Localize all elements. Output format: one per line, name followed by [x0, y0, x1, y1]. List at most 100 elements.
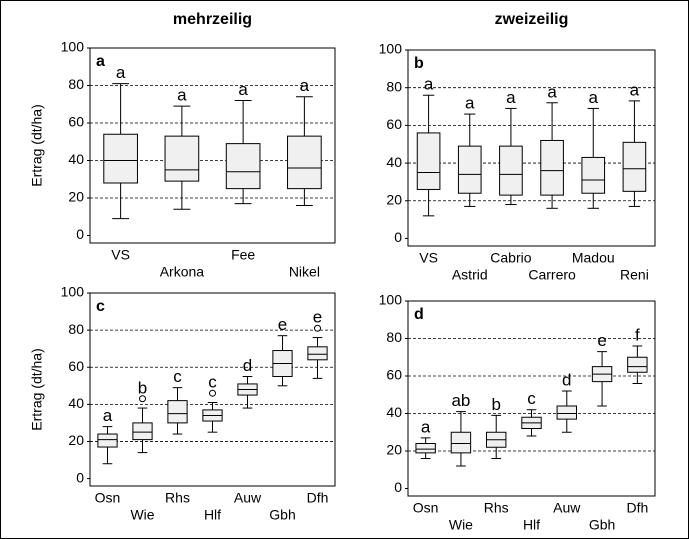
significance-letter: d [562, 370, 571, 389]
significance-letter: a [300, 76, 310, 95]
column-title: zweizeilig [495, 11, 569, 28]
y-tick-label: 80 [386, 78, 402, 94]
panel-label: c [96, 298, 105, 315]
significance-letter: a [465, 94, 475, 113]
y-tick-label: 20 [68, 189, 84, 205]
y-tick-label: 60 [386, 116, 402, 132]
x-tick-label: Hlf [204, 507, 221, 523]
significance-letter: a [589, 88, 599, 107]
significance-letter: a [547, 82, 557, 101]
x-tick-label: Fee [231, 247, 255, 263]
significance-letter: a [177, 86, 187, 105]
x-tick-label: VS [111, 247, 130, 263]
y-tick-label: 80 [386, 329, 402, 345]
significance-letter: c [208, 373, 217, 392]
box [97, 433, 118, 448]
x-tick-label: Gbh [269, 507, 295, 523]
x-tick-label: Astrid [452, 267, 488, 283]
box [167, 400, 188, 424]
significance-letter: a [103, 406, 113, 425]
panel-label: a [96, 53, 105, 70]
y-tick-label: 40 [386, 404, 402, 420]
y-tick-label: 0 [394, 229, 402, 245]
plot-frame [89, 47, 336, 244]
y-axis-label: Ertrag (dt/ha) [29, 104, 45, 186]
x-tick-label: Dfh [626, 500, 648, 516]
panel-label: b [414, 55, 424, 72]
x-tick-label: VS [419, 250, 438, 266]
significance-letter: d [243, 356, 252, 375]
y-tick-label: 100 [61, 284, 85, 300]
panel-label: d [414, 306, 424, 323]
x-tick-label: Reni [620, 267, 649, 283]
significance-letter: a [424, 75, 434, 94]
box [581, 156, 606, 194]
y-tick-label: 40 [68, 151, 84, 167]
x-tick-label: Madou [572, 250, 615, 266]
plot-frame [407, 49, 656, 247]
box [307, 346, 328, 361]
box [499, 145, 523, 196]
plot-frame [89, 292, 336, 487]
y-tick-label: 80 [68, 76, 84, 92]
outlier [209, 389, 216, 397]
x-tick-label: Osn [413, 500, 439, 516]
significance-letter: a [238, 80, 248, 99]
plot-frame [407, 300, 656, 497]
x-tick-label: Nikel [289, 264, 320, 280]
x-tick-label: Cabrio [490, 250, 531, 266]
x-tick-label: Wie [449, 517, 473, 533]
x-tick-label: Rhs [484, 500, 509, 516]
y-tick-label: 60 [386, 367, 402, 383]
box [132, 422, 153, 441]
box [415, 443, 436, 454]
box [540, 139, 564, 196]
box [457, 145, 482, 194]
y-tick-label: 20 [386, 442, 402, 458]
y-tick-label: 40 [386, 154, 402, 170]
significance-letter: e [278, 315, 287, 334]
y-tick-label: 0 [76, 226, 84, 242]
x-tick-label: Auw [553, 500, 581, 516]
significance-letter: b [491, 395, 500, 414]
x-tick-label: Wie [130, 507, 154, 523]
y-tick-label: 100 [61, 39, 85, 55]
box [103, 133, 138, 184]
significance-letter: e [597, 331, 606, 350]
significance-letter: c [527, 389, 536, 408]
y-tick-label: 80 [68, 321, 84, 337]
significance-letter: ab [451, 391, 470, 410]
significance-letter: f [635, 325, 640, 344]
box [225, 143, 261, 190]
box [450, 431, 472, 454]
x-tick-label: Osn [95, 490, 121, 506]
y-tick-label: 40 [68, 395, 84, 411]
significance-letter: e [313, 308, 322, 327]
x-tick-label: Arkona [160, 264, 205, 280]
x-tick-label: Rhs [165, 490, 190, 506]
significance-letter: a [630, 80, 640, 99]
y-tick-label: 60 [68, 114, 84, 130]
box [164, 135, 200, 182]
outlier [139, 395, 146, 403]
significance-letter: a [506, 88, 516, 107]
box [627, 356, 648, 373]
x-tick-label: Dfh [307, 490, 329, 506]
x-tick-label: Hlf [523, 517, 540, 533]
x-tick-label: Gbh [589, 517, 615, 533]
outlier [314, 324, 321, 332]
y-tick-label: 100 [379, 41, 403, 57]
y-tick-label: 60 [68, 358, 84, 374]
significance-letter: b [138, 378, 147, 397]
box [416, 132, 441, 190]
column-title: mehrzeilig [173, 11, 252, 28]
box [556, 405, 577, 420]
box [622, 141, 647, 192]
y-tick-label: 20 [68, 432, 84, 448]
y-tick-label: 0 [76, 469, 84, 485]
box [287, 135, 322, 190]
significance-letter: a [116, 63, 126, 82]
y-tick-label: 100 [379, 292, 403, 308]
